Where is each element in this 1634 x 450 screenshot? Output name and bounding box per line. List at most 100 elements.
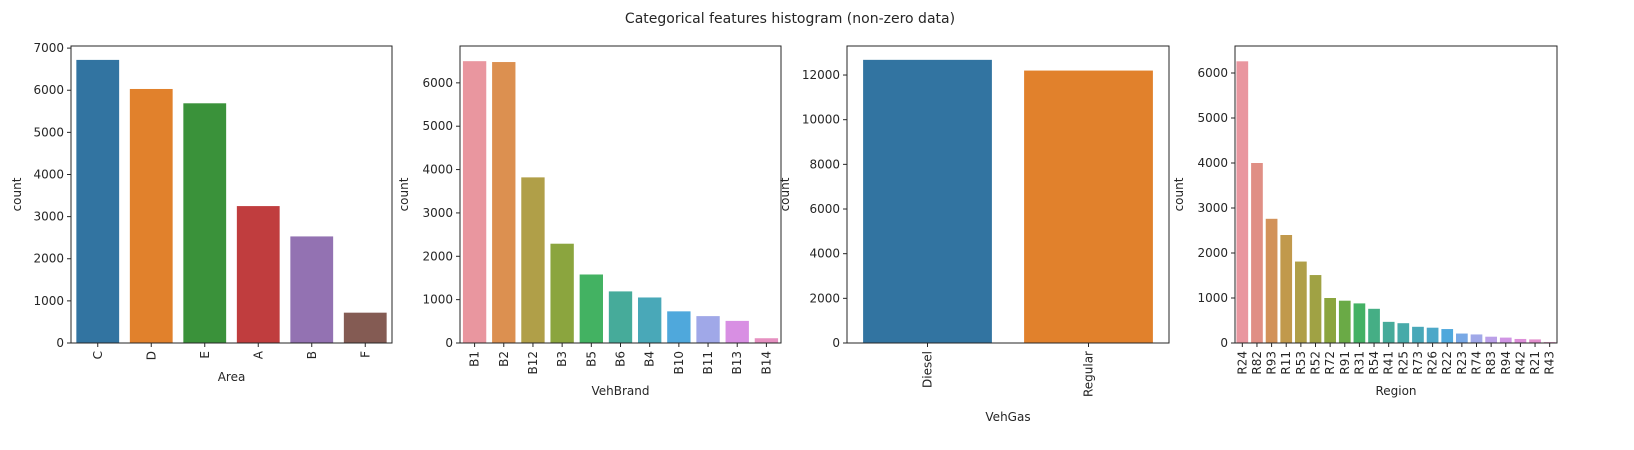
x-tick-label: R82 xyxy=(1250,351,1264,375)
bar-e xyxy=(183,103,227,344)
x-tick-label: R26 xyxy=(1426,351,1440,375)
y-tick-label: 3000 xyxy=(1197,201,1228,215)
x-axis-label: Region xyxy=(1375,384,1416,398)
x-tick-label: A xyxy=(251,350,265,359)
bar-r23 xyxy=(1456,333,1468,343)
x-tick-label: B1 xyxy=(468,351,482,367)
bar-r21 xyxy=(1529,339,1541,343)
subplot-region: 0 1000 2000 3000 4000 5000 6000 R24 R82 R93 R11 R53… xyxy=(1172,45,1558,398)
x-tick-label: R41 xyxy=(1382,351,1396,375)
bar-f xyxy=(343,312,387,343)
bar-r26 xyxy=(1426,327,1439,343)
y-tick-label: 3000 xyxy=(33,210,64,224)
y-tick-label: 6000 xyxy=(1197,66,1228,80)
bar-b13 xyxy=(725,320,749,343)
y-tick-label: 5000 xyxy=(33,125,64,139)
y-tick-label: 4000 xyxy=(809,247,840,261)
y-tick-label: 5000 xyxy=(1197,111,1228,125)
y-tick-label: 0 xyxy=(832,336,840,350)
x-tick-label: R54 xyxy=(1367,351,1381,375)
x-tick-label: E xyxy=(198,351,212,359)
y-tick-label: 4000 xyxy=(422,163,453,177)
y-tick-label: 7000 xyxy=(33,41,64,55)
x-tick-label: B3 xyxy=(555,351,569,367)
axes-frame xyxy=(846,45,1170,344)
y-tick-label: 0 xyxy=(445,336,453,350)
y-tick-label: 2000 xyxy=(33,252,64,266)
x-tick-label: B4 xyxy=(643,351,657,367)
x-tick-label: B2 xyxy=(497,351,511,367)
x-tick-label: R83 xyxy=(1484,351,1498,375)
x-tick-label: R21 xyxy=(1528,351,1542,375)
x-tick-label: R52 xyxy=(1309,351,1323,375)
x-tick-label: R73 xyxy=(1411,351,1425,375)
x-tick-label: C xyxy=(91,351,105,359)
bar-b2 xyxy=(492,62,516,344)
y-tick-label: 2000 xyxy=(1197,246,1228,260)
bar-r11 xyxy=(1280,235,1293,343)
y-tick-label: 2000 xyxy=(809,291,840,305)
bar-b5 xyxy=(579,274,603,343)
x-tick-label: B12 xyxy=(526,351,540,375)
bar-regular xyxy=(1024,70,1153,344)
y-tick-label: 12000 xyxy=(802,68,840,82)
bar-r41 xyxy=(1382,321,1395,343)
bar-r73 xyxy=(1412,326,1424,343)
subplot-vehbrand: 0 1000 2000 3000 4000 5000 6000 B1 B2 B12 B3 B5 B6 B4… xyxy=(397,45,782,398)
y-tick-label: 6000 xyxy=(422,76,453,90)
x-tick-label: R24 xyxy=(1235,351,1249,375)
y-tick-label: 0 xyxy=(56,336,64,350)
y-tick-label: 4000 xyxy=(33,167,64,181)
x-tick-label: B13 xyxy=(730,351,744,375)
bar-b4 xyxy=(638,297,662,343)
bar-d xyxy=(129,88,173,343)
bar-b10 xyxy=(667,311,691,343)
bar-b11 xyxy=(696,316,720,343)
bar-r72 xyxy=(1324,298,1336,343)
subplot-area: 0 1000 2000 3000 4000 5000 6000 7000 C D E A B F Area c… xyxy=(10,41,393,384)
bar-r25 xyxy=(1397,323,1410,343)
y-tick-label: 1000 xyxy=(1197,291,1228,305)
x-tick-label: B6 xyxy=(614,351,628,367)
y-tick-label: 1000 xyxy=(422,293,453,307)
y-tick-label: 6000 xyxy=(809,202,840,216)
bar-b12 xyxy=(521,177,545,343)
axes-frame xyxy=(1234,45,1558,344)
bar-a xyxy=(236,206,280,343)
x-tick-label: B xyxy=(305,351,319,359)
bar-b1 xyxy=(462,61,487,344)
x-tick-label: R72 xyxy=(1323,351,1337,375)
y-axis-label: count xyxy=(778,177,792,211)
x-tick-label: B10 xyxy=(672,351,686,375)
x-tick-label: R74 xyxy=(1470,351,1484,375)
x-tick-label: F xyxy=(358,351,372,358)
y-tick-label: 2000 xyxy=(422,249,453,263)
figure-title: Categorical features histogram (non-zero… xyxy=(625,11,955,27)
bar-b3 xyxy=(550,243,574,343)
x-tick-label: R23 xyxy=(1455,351,1469,375)
x-tick-label: B11 xyxy=(701,351,715,375)
x-tick-label: R31 xyxy=(1352,351,1366,375)
axes-frame xyxy=(70,45,393,344)
x-tick-label: R11 xyxy=(1279,351,1293,375)
bar-r22 xyxy=(1441,329,1454,343)
bar-r42 xyxy=(1514,338,1527,343)
bar-r91 xyxy=(1338,300,1351,343)
x-tick-label: B5 xyxy=(584,351,598,367)
x-tick-label: Regular xyxy=(1082,351,1096,397)
bar-r31 xyxy=(1353,303,1366,343)
x-tick-label: R22 xyxy=(1440,351,1454,375)
bar-r94 xyxy=(1499,337,1512,343)
x-axis-label: VehGas xyxy=(985,410,1030,424)
y-axis-label: count xyxy=(1172,177,1186,211)
x-tick-label: R42 xyxy=(1513,351,1527,375)
bar-r53 xyxy=(1295,261,1307,343)
bar-r82 xyxy=(1251,163,1263,343)
bar-c xyxy=(76,59,120,343)
bar-r83 xyxy=(1485,336,1497,343)
bar-r54 xyxy=(1368,308,1380,343)
bar-r74 xyxy=(1470,334,1483,343)
x-tick-label: R94 xyxy=(1499,351,1513,375)
x-tick-label: D xyxy=(144,351,158,360)
